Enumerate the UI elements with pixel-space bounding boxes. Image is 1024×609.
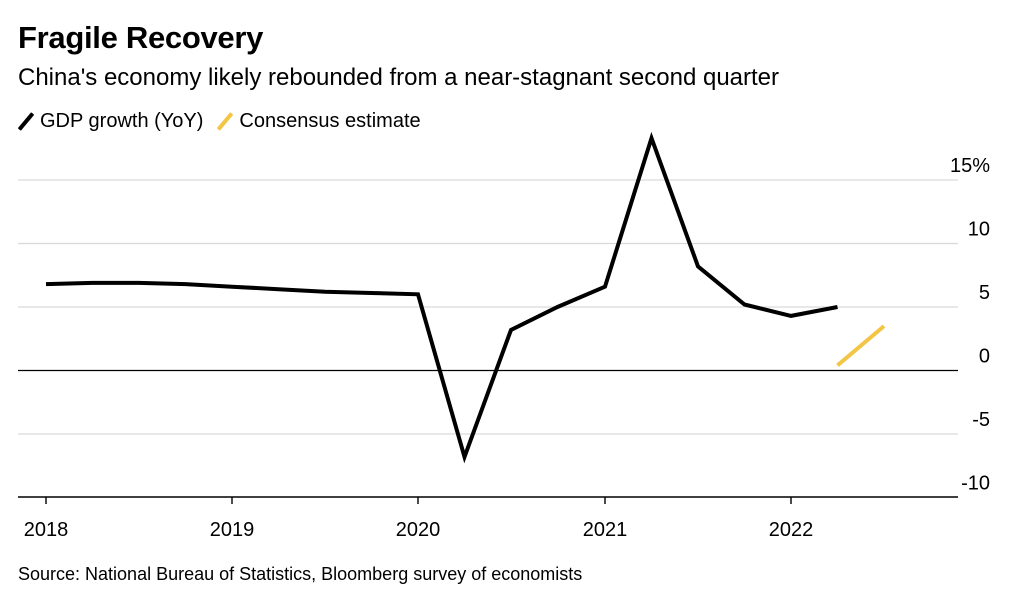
chart-legend: GDP growth (YoY) Consensus estimate <box>17 108 435 134</box>
legend-label-gdp: GDP growth (YoY) <box>40 109 204 132</box>
legend-label-consensus: Consensus estimate <box>239 109 421 132</box>
x-tick-label: 2021 <box>583 519 628 541</box>
y-tick-label: -10 <box>961 473 990 495</box>
y-tick-label: -5 <box>972 409 990 431</box>
x-tick-label: 2020 <box>396 519 441 541</box>
x-tick-label: 2022 <box>769 519 814 541</box>
x-tick-label: 2018 <box>24 519 69 541</box>
y-tick-label: 0 <box>979 346 990 368</box>
chart-subtitle: China's economy likely rebounded from a … <box>18 64 780 91</box>
legend-item-gdp: GDP growth (YoY) <box>17 109 204 133</box>
legend-item-consensus: Consensus estimate <box>217 109 421 133</box>
x-tick-label: 2019 <box>210 519 255 541</box>
y-tick-label: 10 <box>968 219 990 241</box>
series-line-consensus <box>836 324 886 367</box>
chart-title: Fragile Recovery <box>18 20 264 55</box>
series-line-gdp <box>45 131 838 464</box>
y-tick-label: 15% <box>950 155 990 177</box>
source-note: Source: National Bureau of Statistics, B… <box>18 564 583 584</box>
y-tick-label: 5 <box>979 282 990 304</box>
